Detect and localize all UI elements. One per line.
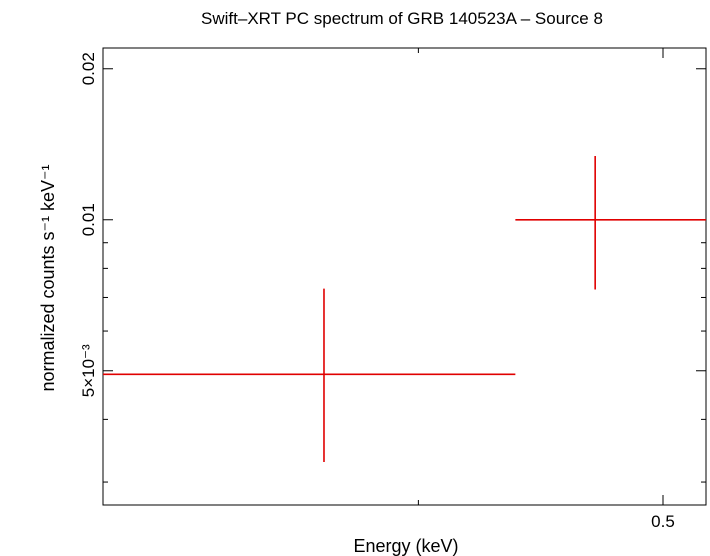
x-tick-label: 0.5 [651, 512, 675, 531]
axis-ticks: 5×10⁻³ 0.01 0.02 0.5 [79, 48, 706, 531]
data-marks [103, 156, 706, 462]
y-tick-label: 0.01 [79, 203, 98, 236]
data-point [103, 288, 516, 462]
data-point [515, 156, 706, 290]
x-axis-label: Energy (keV) [353, 536, 458, 556]
y-tick-label: 5×10⁻³ [79, 344, 98, 397]
y-tick-label: 0.02 [79, 52, 98, 85]
plot-frame [102, 47, 707, 506]
chart-title: Swift–XRT PC spectrum of GRB 140523A – S… [201, 9, 603, 28]
y-axis-label: normalized counts s⁻¹ keV⁻¹ [38, 164, 58, 391]
